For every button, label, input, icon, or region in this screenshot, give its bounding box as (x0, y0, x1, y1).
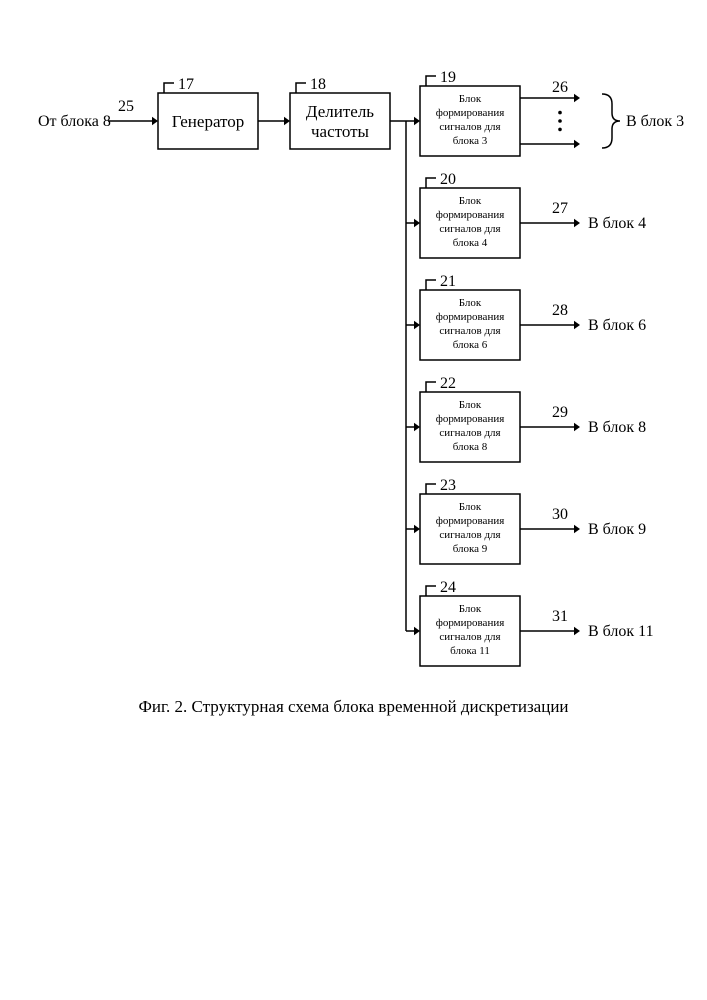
brace (602, 94, 620, 148)
former-l2: формирования (436, 209, 505, 221)
out-text: В блок 6 (588, 317, 646, 334)
arrow-head (574, 423, 580, 431)
out-num: 27 (552, 200, 568, 217)
out-num: 26 (552, 79, 568, 96)
out-text: В блок 9 (588, 521, 646, 538)
former-l3: сигналов для (439, 325, 500, 337)
out-text: В блок 3 (626, 113, 684, 130)
out-num: 31 (552, 608, 568, 625)
input-label: От блока 8 (38, 113, 111, 130)
arrow-head (574, 627, 580, 635)
former-l4: блока 9 (453, 543, 488, 555)
numlabel-tick (426, 382, 436, 392)
arrow-head (414, 525, 420, 533)
former-num: 21 (440, 273, 456, 290)
out-num: 29 (552, 404, 568, 421)
former-num: 24 (440, 579, 456, 596)
former-l1: Блок (459, 399, 482, 411)
arrow-head (574, 94, 580, 102)
former-l4: блока 8 (453, 441, 488, 453)
arrow-head (414, 219, 420, 227)
divider-label-2: частоты (311, 122, 370, 141)
former-l1: Блок (459, 297, 482, 309)
former-l2: формирования (436, 311, 505, 323)
arrow-head (152, 117, 158, 125)
arrow-head (414, 117, 420, 125)
former-l3: сигналов для (439, 121, 500, 133)
numlabel-tick (426, 484, 436, 494)
former-l3: сигналов для (439, 529, 500, 541)
former-l1: Блок (459, 603, 482, 615)
former-l4: блока 11 (450, 645, 490, 657)
numlabel-tick (426, 586, 436, 596)
arrow-head (574, 140, 580, 148)
divider-label-1: Делитель (306, 102, 374, 121)
generator-label: Генератор (172, 112, 245, 131)
numlabel-tick (426, 76, 436, 86)
former-l3: сигналов для (439, 223, 500, 235)
out-num: 28 (552, 302, 568, 319)
former-num: 23 (440, 477, 456, 494)
former-l3: сигналов для (439, 631, 500, 643)
generator-num: 17 (178, 76, 194, 93)
arrow-head (414, 423, 420, 431)
former-l3: сигналов для (439, 427, 500, 439)
former-l2: формирования (436, 413, 505, 425)
former-l4: блока 3 (453, 135, 488, 147)
ellipsis-dot (558, 128, 562, 132)
former-l4: блока 6 (453, 339, 488, 351)
ellipsis-dot (558, 119, 562, 123)
out-num: 30 (552, 506, 568, 523)
former-num: 22 (440, 375, 456, 392)
numlabel-tick (296, 83, 306, 93)
out-text: В блок 4 (588, 215, 646, 232)
former-l1: Блок (459, 501, 482, 513)
former-num: 20 (440, 171, 456, 188)
numlabel-tick (426, 178, 436, 188)
out-text: В блок 11 (588, 623, 654, 640)
former-l4: блока 4 (453, 237, 488, 249)
former-l2: формирования (436, 515, 505, 527)
figure-caption: Фиг. 2. Структурная схема блока временно… (138, 697, 568, 716)
former-l1: Блок (459, 93, 482, 105)
former-l2: формирования (436, 107, 505, 119)
numlabel-tick (164, 83, 174, 93)
former-l2: формирования (436, 617, 505, 629)
out-text: В блок 8 (588, 419, 646, 436)
input-num: 25 (118, 98, 134, 115)
arrow-head (414, 627, 420, 635)
arrow-head (574, 219, 580, 227)
former-num: 19 (440, 69, 456, 86)
arrow-head (414, 321, 420, 329)
arrow-head (574, 525, 580, 533)
former-l1: Блок (459, 195, 482, 207)
divider-num: 18 (310, 76, 326, 93)
arrow-head (574, 321, 580, 329)
ellipsis-dot (558, 111, 562, 115)
numlabel-tick (426, 280, 436, 290)
arrow-head (284, 117, 290, 125)
